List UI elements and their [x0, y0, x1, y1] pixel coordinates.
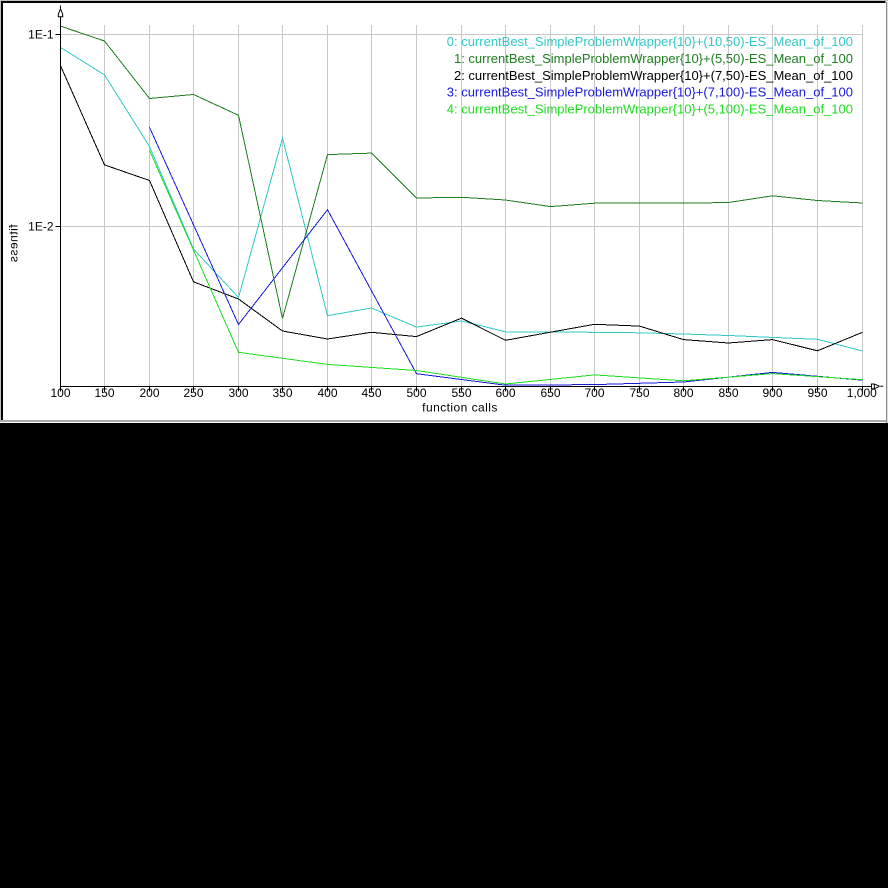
- svg-text:350: 350: [272, 386, 292, 400]
- svg-text:4: currentBest_SimpleProblemWr: 4: currentBest_SimpleProblemWrapper{10}+…: [447, 102, 853, 117]
- svg-text:800: 800: [673, 386, 693, 400]
- svg-text:700: 700: [584, 386, 604, 400]
- svg-text:0: currentBest_SimpleProblemWr: 0: currentBest_SimpleProblemWrapper{10}+…: [447, 34, 853, 49]
- svg-text:1E-2: 1E-2: [28, 220, 54, 234]
- svg-text:500: 500: [406, 386, 426, 400]
- svg-text:100: 100: [50, 386, 70, 400]
- svg-text:850: 850: [718, 386, 738, 400]
- svg-text:750: 750: [629, 386, 649, 400]
- svg-text:fitness: fitness: [7, 224, 21, 262]
- svg-text:550: 550: [451, 386, 471, 400]
- svg-text:900: 900: [762, 386, 782, 400]
- svg-text:650: 650: [540, 386, 560, 400]
- svg-text:1,000: 1,000: [847, 386, 877, 400]
- svg-text:200: 200: [139, 386, 159, 400]
- svg-text:2: currentBest_SimpleProblemWr: 2: currentBest_SimpleProblemWrapper{10}+…: [454, 68, 853, 83]
- svg-text:600: 600: [495, 386, 515, 400]
- svg-text:3: currentBest_SimpleProblemWr: 3: currentBest_SimpleProblemWrapper{10}+…: [447, 85, 853, 100]
- svg-text:450: 450: [361, 386, 381, 400]
- svg-text:function calls: function calls: [422, 401, 498, 415]
- svg-text:400: 400: [317, 386, 337, 400]
- svg-text:1E-1: 1E-1: [28, 28, 54, 42]
- svg-text:950: 950: [807, 386, 827, 400]
- svg-text:250: 250: [183, 386, 203, 400]
- svg-text:150: 150: [94, 386, 114, 400]
- svg-text:1: currentBest_SimpleProblemWr: 1: currentBest_SimpleProblemWrapper{10}+…: [454, 51, 853, 66]
- svg-text:300: 300: [228, 386, 248, 400]
